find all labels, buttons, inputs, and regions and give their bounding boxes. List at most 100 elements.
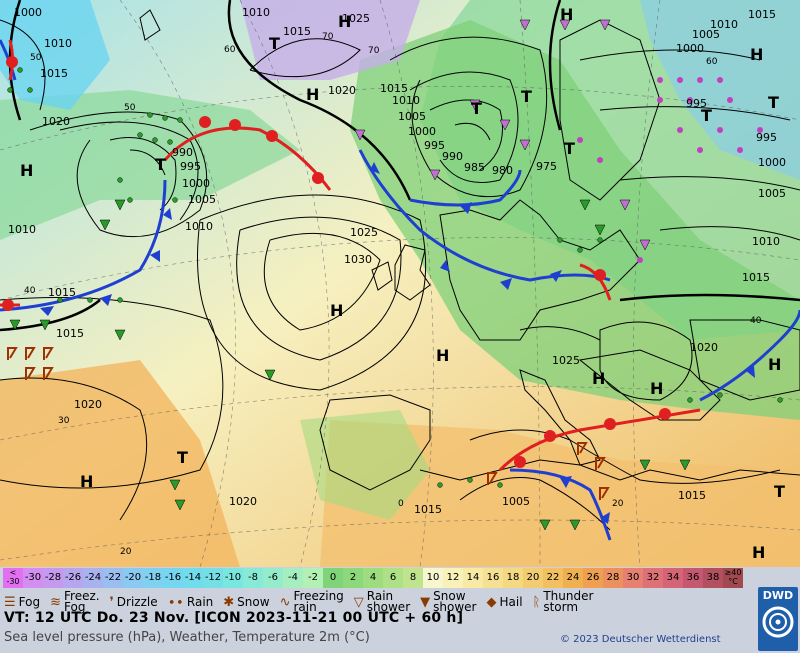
low-centre: T	[768, 93, 779, 112]
scale-cell: -12	[203, 568, 223, 588]
scale-cell: 12	[443, 568, 463, 588]
pressure-label: 990	[172, 146, 193, 159]
pressure-label: 1020	[74, 398, 102, 411]
legend-panel: < -30 -30 -28 -26 -24 -22 -20 -18 -16 -14 -12 -10 -8…	[0, 567, 800, 653]
pressure-label: 1005	[188, 193, 216, 206]
weather-map: 1000 1010 1015 1010 1025 1010 1005 1000 …	[0, 0, 800, 567]
copyright: © 2023 Deutscher Wetterdienst	[560, 634, 721, 645]
high-centre: H	[20, 161, 33, 180]
isotherm-label: 20	[120, 547, 132, 557]
high-centre: H	[592, 369, 605, 388]
valid-time: VT: 12 UTC Do. 23 Nov. [ICON 2023-11-21 …	[4, 610, 464, 626]
map-subtitle: Sea level pressure (hPa), Weather, Tempe…	[4, 630, 370, 645]
pressure-label: 1010	[185, 220, 213, 233]
greenland-cold	[0, 0, 110, 110]
pressure-label: 1015	[283, 25, 311, 38]
scale-cell: 8	[403, 568, 423, 588]
scale-cell: 14	[463, 568, 483, 588]
north-africa-warm	[320, 420, 800, 567]
weather-legend-item: ▼ Snow shower	[420, 590, 476, 613]
cold-front	[0, 39, 800, 541]
low-centre: T	[774, 482, 785, 501]
scale-cell: -2	[303, 568, 323, 588]
scale-cell: -14	[183, 568, 203, 588]
weather-legend-label: Fog	[18, 594, 41, 609]
snow-icon: ✱	[223, 594, 235, 610]
pressure-label: 1000	[676, 42, 704, 55]
isotherm-label: 40	[24, 286, 36, 296]
isotherm-label: 50	[30, 53, 42, 63]
pressure-label: 1010	[242, 6, 270, 19]
weather-legend: ☰ Fog ≋ Freez. Fog ❜ Drizzle ∙∙ Rain ✱ Snow ∿ Freez…	[4, 589, 740, 614]
weather-legend-label: Drizzle	[116, 594, 158, 609]
scale-cell: 2	[343, 568, 363, 588]
scale-cell: 36	[683, 568, 703, 588]
scale-cell: ≥40 °C	[723, 568, 743, 588]
scale-cell: 34	[663, 568, 683, 588]
scale-cell: -16	[163, 568, 183, 588]
pressure-label: 1010	[752, 235, 780, 248]
thunderstorm-symbols	[7, 347, 610, 500]
weather-legend-item: ◆ Hail	[486, 595, 522, 610]
pressure-label: 1015	[414, 503, 442, 516]
rain-shower-icon: ▽	[353, 594, 364, 610]
weather-legend-label: Hail	[499, 594, 523, 609]
weather-legend-item: ☰ Fog	[4, 595, 40, 610]
pressure-labels: 1000 1010 1015 1010 1025 1010 1005 1000 …	[8, 6, 786, 516]
pressure-label: 1010	[44, 37, 72, 50]
scale-cell: 38	[703, 568, 723, 588]
pressure-label: 1005	[398, 110, 426, 123]
isotherm-label: 70	[322, 32, 334, 42]
pressure-label: 1025	[552, 354, 580, 367]
freezing-fog-icon: ≋	[50, 594, 61, 610]
pressure-label: 1000	[14, 6, 42, 19]
pressure-label: 1010	[8, 223, 36, 236]
pressure-label: 980	[492, 164, 513, 177]
scale-cell: -20	[123, 568, 143, 588]
cold-front-teeth	[40, 162, 755, 524]
scale-cell: 0	[323, 568, 343, 588]
weather-legend-item: ▽ Rain shower	[353, 590, 410, 613]
weather-legend-item: ∿ Freezing rain	[280, 589, 344, 614]
scale-cell: 30	[623, 568, 643, 588]
isotherm-label: 70	[368, 46, 380, 56]
high-centre: H	[560, 5, 573, 24]
low-centre: T	[471, 99, 482, 118]
scale-cell: 18	[503, 568, 523, 588]
dwd-logo-text: DWD	[762, 589, 794, 602]
weather-legend-item: ᚱ Thunder storm	[533, 590, 594, 613]
pressure-label: 1020	[42, 115, 70, 128]
pressure-label: 1015	[748, 8, 776, 21]
pressure-label: 1025	[342, 12, 370, 25]
fog-icon: ☰	[4, 594, 16, 610]
isotherm-label: 30	[58, 416, 70, 426]
pressure-label: 1030	[344, 253, 372, 266]
dwd-logo: DWD	[758, 587, 798, 651]
low-centre: T	[564, 139, 575, 158]
graticule	[0, 0, 800, 567]
isotherm-label: 50	[124, 103, 136, 113]
pressure-label: 1015	[56, 327, 84, 340]
high-centre: H	[306, 85, 319, 104]
pressure-label: 995	[424, 139, 445, 152]
isotherm-label: 40	[750, 316, 762, 326]
isotherm-label: 20	[612, 499, 624, 509]
scale-cell: -24	[83, 568, 103, 588]
scale-cell: 16	[483, 568, 503, 588]
isotherm-label: 0	[398, 499, 404, 509]
snow-shower-icon: ▼	[420, 594, 431, 610]
scale-cell: -28	[43, 568, 63, 588]
pressure-label: 1010	[392, 94, 420, 107]
scale-cell: 22	[543, 568, 563, 588]
weather-legend-label: Freezing rain	[293, 589, 344, 614]
snow-cold-region	[640, 0, 800, 180]
pressure-label: 1015	[678, 489, 706, 502]
pressure-label: 1020	[690, 341, 718, 354]
isobars	[0, 0, 800, 531]
scale-cell: 10	[423, 568, 443, 588]
pressure-label: 1025	[350, 226, 378, 239]
high-centre: H	[436, 346, 449, 365]
pressure-label: 1010	[710, 18, 738, 31]
pressure-label: 1005	[758, 187, 786, 200]
scale-cell: -10	[223, 568, 243, 588]
